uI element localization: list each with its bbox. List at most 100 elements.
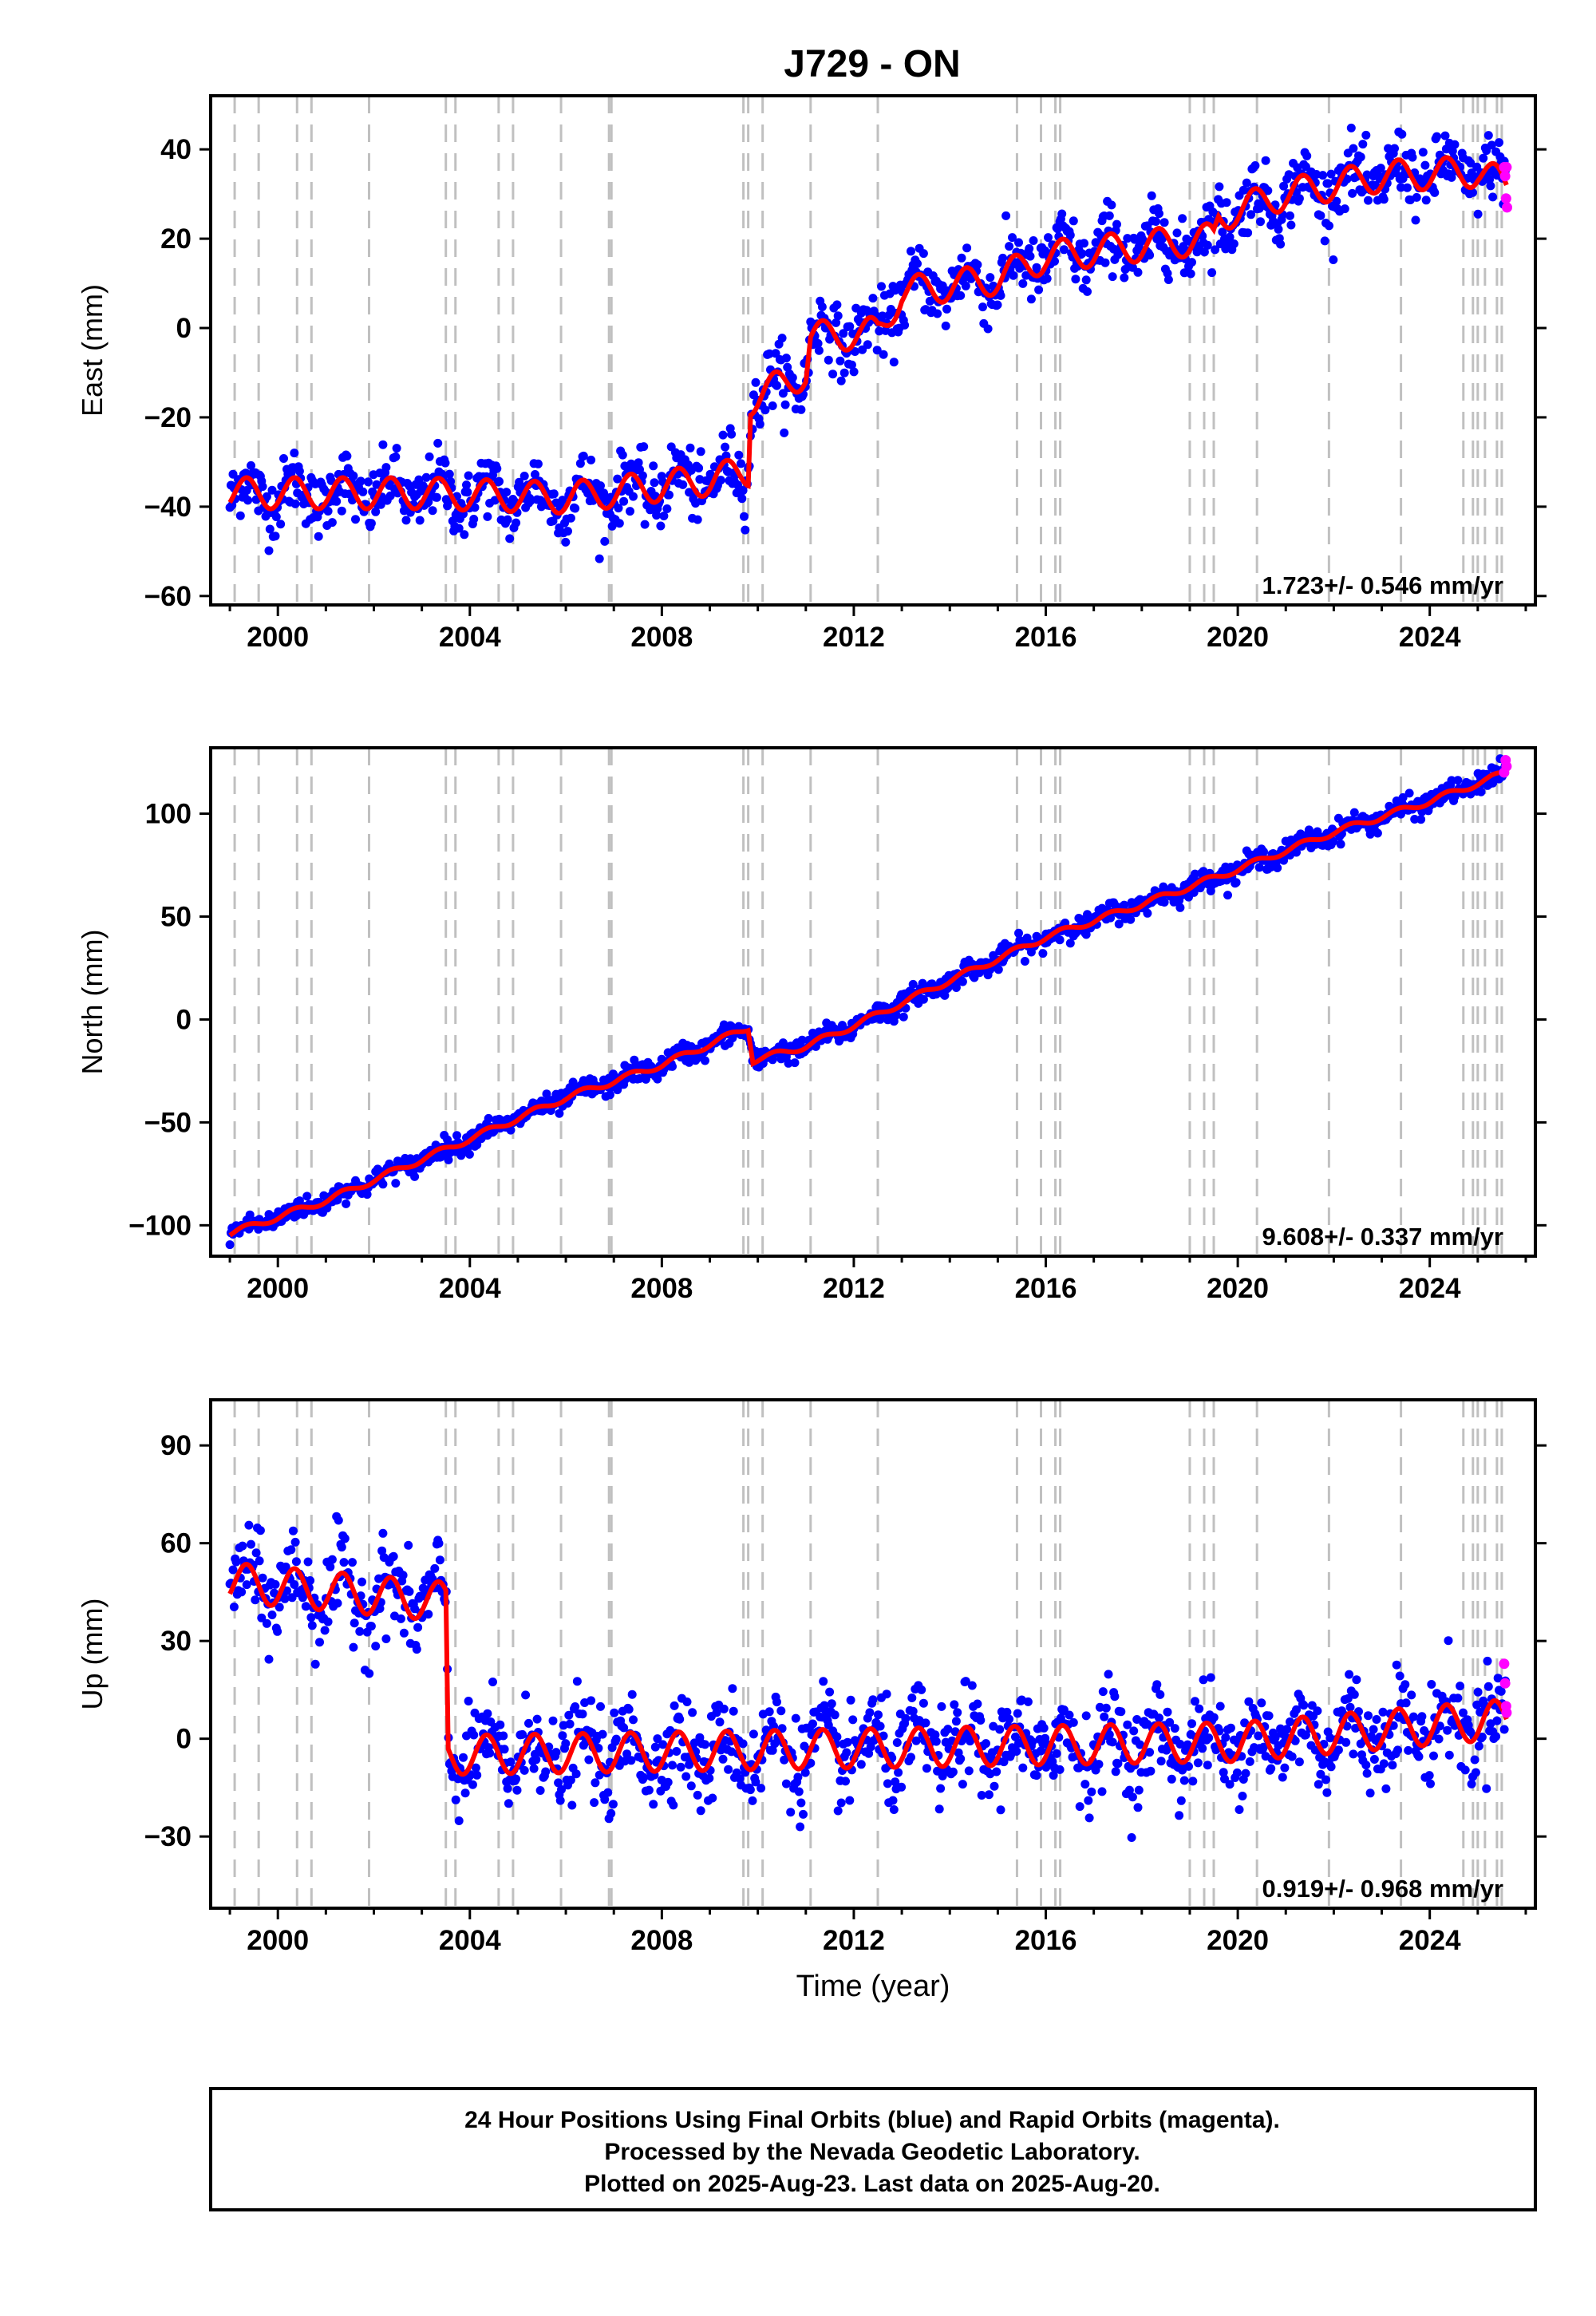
final-orbit-point [391, 1179, 401, 1188]
final-orbit-point [918, 249, 928, 259]
final-orbit-point [1401, 1698, 1411, 1708]
final-orbit-point [845, 322, 855, 331]
final-orbit-point [533, 459, 543, 468]
panels: 2000 2004 2008 2012 2016 2020 2024−60−40−20020… [76, 94, 1547, 2003]
final-orbit-point [1080, 239, 1088, 248]
final-orbit-point [998, 253, 1008, 263]
final-orbit-point [389, 1551, 398, 1561]
x-tick-label: 2012 [823, 1273, 885, 1304]
final-orbit-point [760, 405, 770, 415]
final-orbit-point [1029, 236, 1038, 245]
final-orbit-point [1146, 1766, 1156, 1776]
final-orbit-point [351, 515, 360, 524]
final-orbit-point [363, 477, 373, 487]
final-orbit-point [327, 518, 337, 528]
final-orbit-point [956, 1754, 966, 1764]
final-orbit-point [796, 405, 806, 414]
final-orbit-point [247, 1539, 255, 1549]
final-orbit-point [751, 377, 760, 387]
final-orbit-point [401, 516, 411, 525]
final-orbit-point [922, 1764, 931, 1773]
final-orbit-point [1167, 1774, 1176, 1784]
final-orbit-point [238, 1541, 247, 1551]
final-orbit-point [1492, 1716, 1502, 1725]
final-orbit-point [1430, 188, 1440, 197]
final-orbit-point [605, 1090, 614, 1100]
final-orbit-point [348, 1558, 357, 1567]
final-orbit-point [634, 458, 643, 468]
final-orbit-point [1460, 1765, 1470, 1775]
final-orbit-point [415, 516, 425, 525]
final-orbit-point [504, 1799, 513, 1808]
final-orbit-point [619, 496, 629, 506]
final-orbit-point [1356, 152, 1365, 162]
final-orbit-point [548, 1716, 558, 1725]
final-orbit-point [1349, 1690, 1359, 1699]
final-orbit-point [878, 311, 887, 321]
final-orbit-point [721, 442, 730, 452]
final-orbit-point [953, 1708, 962, 1717]
final-orbit-point [454, 524, 464, 533]
final-orbit-point [355, 1626, 365, 1636]
final-orbit-point [273, 1626, 282, 1636]
final-orbit-point [265, 524, 275, 534]
final-orbit-point [832, 318, 841, 327]
final-orbit-point [1402, 183, 1412, 192]
final-orbit-point [519, 472, 529, 480]
final-orbit-point [1414, 1752, 1424, 1761]
final-orbit-point [875, 326, 884, 336]
final-orbit-point [264, 1654, 274, 1664]
final-orbit-point [656, 521, 666, 531]
final-orbit-point [1483, 1682, 1493, 1691]
final-orbit-point [1032, 263, 1041, 272]
final-orbit-point [469, 1730, 479, 1740]
rapid-orbit-point [1501, 1707, 1512, 1718]
final-orbit-point [502, 488, 512, 497]
final-orbit-point [1120, 273, 1129, 283]
final-orbit-point [889, 1805, 899, 1814]
final-orbit-point [1440, 131, 1450, 140]
final-orbit-point [603, 1788, 613, 1797]
final-orbit-point [290, 1537, 300, 1547]
y-tick-label: −20 [144, 402, 192, 433]
final-orbit-point [964, 1766, 974, 1776]
final-orbit-point [315, 1638, 324, 1647]
final-orbit-point [472, 1770, 482, 1780]
final-orbit-point [503, 515, 512, 524]
x-tick-label: 2000 [247, 622, 309, 653]
final-orbit-point [262, 492, 271, 501]
final-orbit-point [1057, 209, 1067, 219]
final-orbit-point [1294, 194, 1304, 204]
final-orbit-point [1225, 232, 1235, 242]
final-orbit-point [874, 1710, 883, 1720]
final-orbit-point [1264, 1711, 1274, 1721]
final-orbit-point [378, 1528, 388, 1538]
final-orbit-point [488, 1678, 497, 1686]
final-orbit-point [768, 401, 777, 410]
x-tick-label: 2004 [439, 1925, 501, 1956]
final-orbit-point [629, 1715, 638, 1725]
final-orbit-point [741, 525, 750, 535]
final-orbit-point [1231, 878, 1241, 887]
final-orbit-point [549, 489, 559, 499]
final-orbit-point [650, 478, 659, 488]
rapid-orbit-point [1501, 162, 1512, 173]
final-orbit-point [531, 1755, 541, 1765]
final-orbit-point [255, 1526, 265, 1535]
y-tick-label: 0 [176, 313, 192, 344]
final-orbit-point [841, 1777, 850, 1786]
x-tick-label: 2024 [1399, 1925, 1461, 1956]
final-orbit-point [850, 347, 859, 356]
final-orbit-point [738, 486, 748, 496]
caption-line-3: Plotted on 2025-Aug-23. Last data on 202… [584, 2171, 1160, 2197]
final-orbit-point [535, 1786, 545, 1795]
final-orbit-point [412, 1645, 421, 1654]
final-orbit-point [1104, 211, 1114, 220]
final-orbit-point [342, 452, 352, 460]
x-tick-label: 2016 [1015, 622, 1077, 653]
final-orbit-point [708, 1793, 717, 1803]
caption-line-1: 24 Hour Positions Using Final Orbits (bl… [464, 2107, 1280, 2133]
final-orbit-point [771, 349, 780, 358]
final-orbit-point [333, 1599, 342, 1608]
final-orbit-point [1400, 1680, 1410, 1690]
